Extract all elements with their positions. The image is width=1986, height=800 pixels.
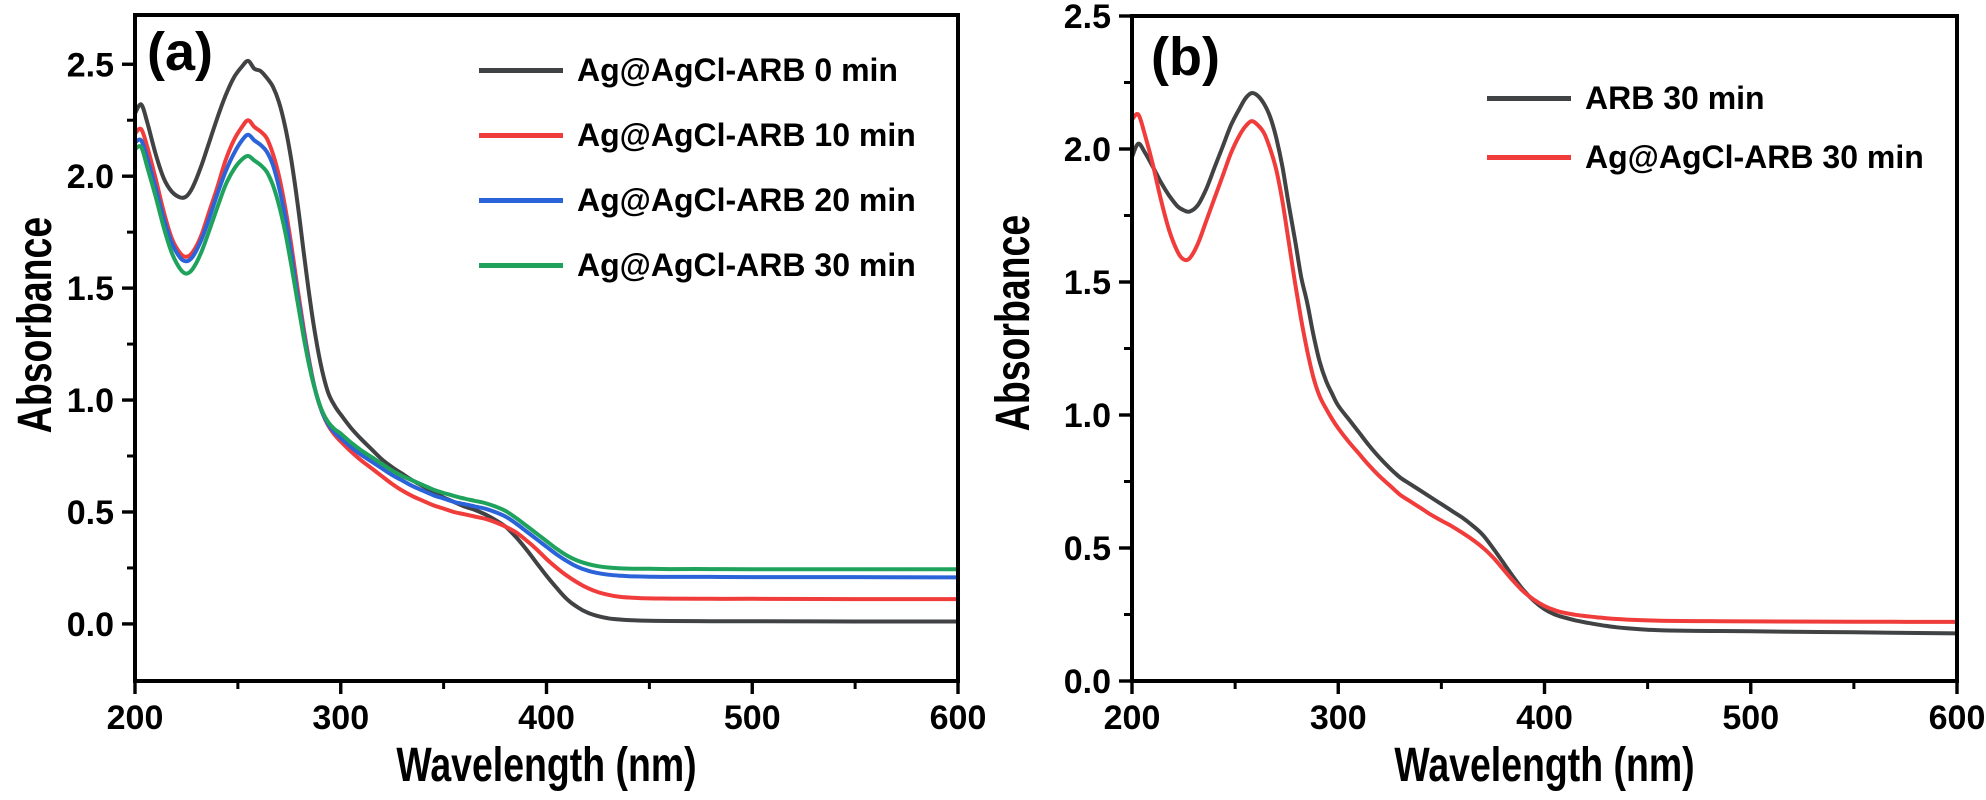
- legend-line-swatch-red-icon: [479, 133, 563, 138]
- svg-text:300: 300: [312, 699, 369, 737]
- legend-label-agagcl-30min: Ag@AgCl-ARB 30 min: [1585, 139, 1924, 175]
- legend-label-arb-30min: ARB 30 min: [1585, 80, 1765, 116]
- svg-text:300: 300: [1310, 699, 1367, 737]
- legend-line-swatch-blue-icon: [479, 198, 563, 203]
- legend-panel-a: Ag@AgCl-ARB 0 min Ag@AgCl-ARB 10 min Ag@…: [479, 38, 916, 298]
- legend-item-30min: Ag@AgCl-ARB 30 min: [479, 233, 916, 298]
- svg-text:2.0: 2.0: [67, 158, 114, 196]
- svg-text:2.5: 2.5: [1064, 0, 1111, 36]
- svg-text:0.0: 0.0: [67, 606, 114, 644]
- legend-item-0min: Ag@AgCl-ARB 0 min: [479, 38, 916, 103]
- svg-text:500: 500: [1722, 699, 1779, 737]
- legend-item-10min: Ag@AgCl-ARB 10 min: [479, 103, 916, 168]
- legend-line-swatch-gray-icon: [479, 68, 563, 73]
- svg-text:400: 400: [518, 699, 575, 737]
- panel-a-plot: 200 300 400 500 600 0.0 0.5 1.0 1.5 2.0 2.5: [67, 13, 986, 737]
- svg-text:200: 200: [107, 699, 164, 737]
- legend-label-10min: Ag@AgCl-ARB 10 min: [577, 117, 916, 153]
- svg-text:0.5: 0.5: [67, 494, 114, 532]
- legend-label-0min: Ag@AgCl-ARB 0 min: [577, 52, 898, 88]
- svg-text:200: 200: [1104, 699, 1161, 737]
- svg-text:0.5: 0.5: [1064, 530, 1111, 568]
- svg-text:600: 600: [930, 699, 987, 737]
- legend-item-20min: Ag@AgCl-ARB 20 min: [479, 168, 916, 233]
- svg-text:1.0: 1.0: [67, 382, 114, 420]
- svg-text:2.0: 2.0: [1064, 131, 1111, 169]
- legend-label-30min: Ag@AgCl-ARB 30 min: [577, 247, 916, 283]
- svg-text:2.5: 2.5: [67, 46, 114, 84]
- panel-label-a: (a): [147, 22, 213, 82]
- x-axis-label-b: Wavelength (nm): [1394, 739, 1695, 792]
- x-axis-label-a: Wavelength (nm): [396, 739, 697, 792]
- legend-item-agagcl-30min: Ag@AgCl-ARB 30 min: [1487, 128, 1924, 187]
- y-axis-label-b: Absorbance: [987, 214, 1040, 432]
- legend-label-20min: Ag@AgCl-ARB 20 min: [577, 182, 916, 218]
- svg-text:1.0: 1.0: [1064, 397, 1111, 435]
- svg-text:600: 600: [1929, 699, 1986, 737]
- svg-text:500: 500: [724, 699, 781, 737]
- y-axis-label-a: Absorbance: [9, 216, 62, 434]
- svg-text:0.0: 0.0: [1064, 663, 1111, 701]
- panel-label-b: (b): [1151, 27, 1220, 87]
- panel-b-plot: 200 300 400 500 600 0.0 0.5 1.0 1.5 2.0 2.5: [1064, 0, 1986, 737]
- legend-line-swatch-red-icon: [1487, 155, 1571, 160]
- svg-text:400: 400: [1516, 699, 1573, 737]
- legend-line-swatch-green-icon: [479, 263, 563, 268]
- legend-item-arb-30min: ARB 30 min: [1487, 69, 1924, 128]
- svg-text:1.5: 1.5: [1064, 264, 1111, 302]
- svg-text:1.5: 1.5: [67, 270, 114, 308]
- legend-panel-b: ARB 30 min Ag@AgCl-ARB 30 min: [1487, 69, 1924, 187]
- legend-line-swatch-gray-icon: [1487, 96, 1571, 101]
